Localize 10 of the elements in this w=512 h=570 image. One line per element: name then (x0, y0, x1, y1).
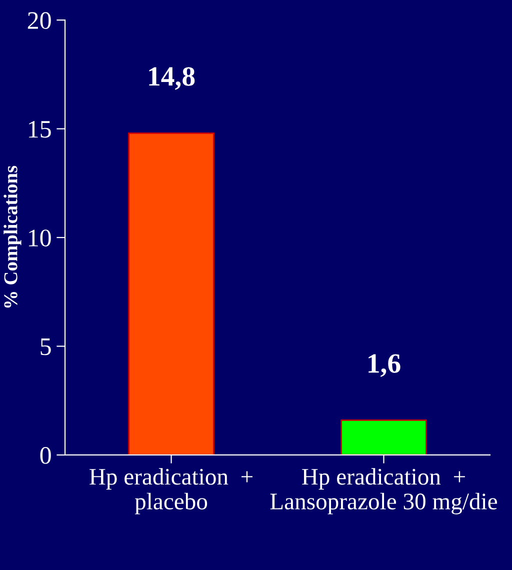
y-tick-label: 15 (29, 120, 51, 138)
y-tick-label: 10 (29, 230, 51, 246)
y-tick-label: 0 (40, 447, 51, 464)
y-tick-label: 20 (28, 12, 51, 29)
data-label: 14,8 (149, 67, 195, 90)
x-tick-label: Hp eradication + placebo (90, 468, 252, 514)
y-tick-label: 5 (40, 338, 51, 356)
data-label: 1,6 (368, 354, 400, 377)
x-tick-label: Hp eradication + Lansoprazole 30 mg/die (270, 468, 498, 514)
y-axis-title: % Complications (4, 166, 22, 308)
